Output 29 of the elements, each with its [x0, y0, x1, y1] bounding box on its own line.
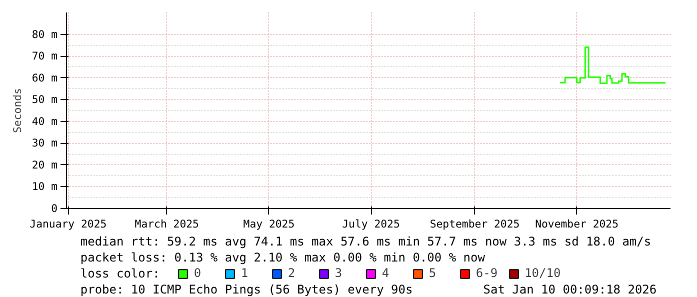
y-tick-label: 10 m [32, 180, 58, 194]
x-tick-label: May 2025 [243, 218, 295, 230]
text: Sat Jan 10 00:09:18 2026 [483, 282, 657, 296]
y-tick-label: 30 m [32, 136, 58, 150]
x-tick-label: July 2025 [342, 218, 400, 230]
x-tick-label: March 2025 [134, 218, 199, 230]
text: probe: 10 ICMP Echo Pings (56 Bytes) every 90s [80, 282, 413, 296]
y-tick-label: 40 m [32, 114, 58, 128]
x-tick-label: September 2025 [430, 218, 520, 230]
y-tick-label: 70 m [32, 50, 58, 63]
legend-label: 5 [428, 266, 438, 280]
text: median rtt: 59.2 ms avg 74.1 ms max 57.6 ms min 57.7 ms now 3.3 ms sd 18.0 am/s [80, 234, 652, 248]
text: packet loss: 0.13 % avg 2.10 % max 0.00 % min 0.00 % now [80, 250, 486, 264]
y-tick-label: 0 [51, 202, 58, 215]
legend-label: 2 [288, 266, 296, 280]
legend-label: 10/10 [524, 266, 561, 280]
y-tick-label: 50 m [32, 93, 58, 106]
y-tick-label: 60 m [32, 71, 58, 84]
y-axis-title: Seconds [10, 88, 24, 133]
legend-title: loss color: [80, 266, 160, 280]
y-tick-label: 20 m [32, 158, 58, 172]
y-tick-label: 80 m [32, 28, 58, 41]
x-tick-label: January 2025 [30, 218, 107, 230]
legend-label: 3 [334, 266, 344, 280]
legend-label: 4 [382, 266, 390, 280]
legend-label: 1 [240, 266, 250, 280]
x-tick-label: November 2025 [535, 218, 619, 230]
legend-label: 6-9 [476, 266, 498, 280]
legend-label: 0 [194, 266, 202, 280]
